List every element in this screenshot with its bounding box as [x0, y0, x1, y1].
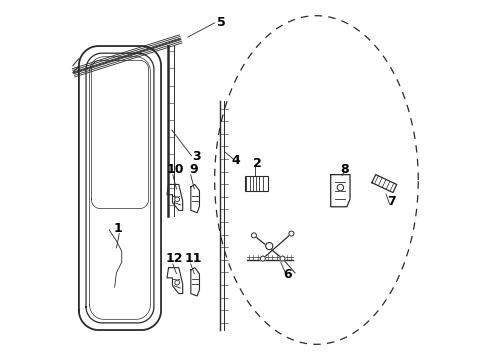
- Text: 9: 9: [189, 163, 197, 176]
- Text: 8: 8: [341, 163, 349, 176]
- Text: 5: 5: [218, 16, 226, 29]
- Text: 7: 7: [387, 195, 396, 208]
- Circle shape: [337, 184, 343, 191]
- FancyBboxPatch shape: [245, 176, 268, 191]
- Circle shape: [251, 233, 256, 238]
- Text: 12: 12: [166, 252, 183, 265]
- Circle shape: [175, 280, 179, 285]
- Text: 2: 2: [253, 157, 262, 170]
- Text: 1: 1: [114, 222, 122, 235]
- Text: 10: 10: [167, 163, 184, 176]
- Circle shape: [266, 243, 273, 249]
- Text: 3: 3: [193, 150, 201, 163]
- Circle shape: [175, 197, 179, 202]
- Circle shape: [260, 256, 266, 261]
- Circle shape: [289, 231, 294, 236]
- Text: 4: 4: [232, 154, 241, 167]
- Text: 11: 11: [184, 252, 202, 265]
- Text: 6: 6: [284, 268, 292, 281]
- Circle shape: [280, 256, 285, 261]
